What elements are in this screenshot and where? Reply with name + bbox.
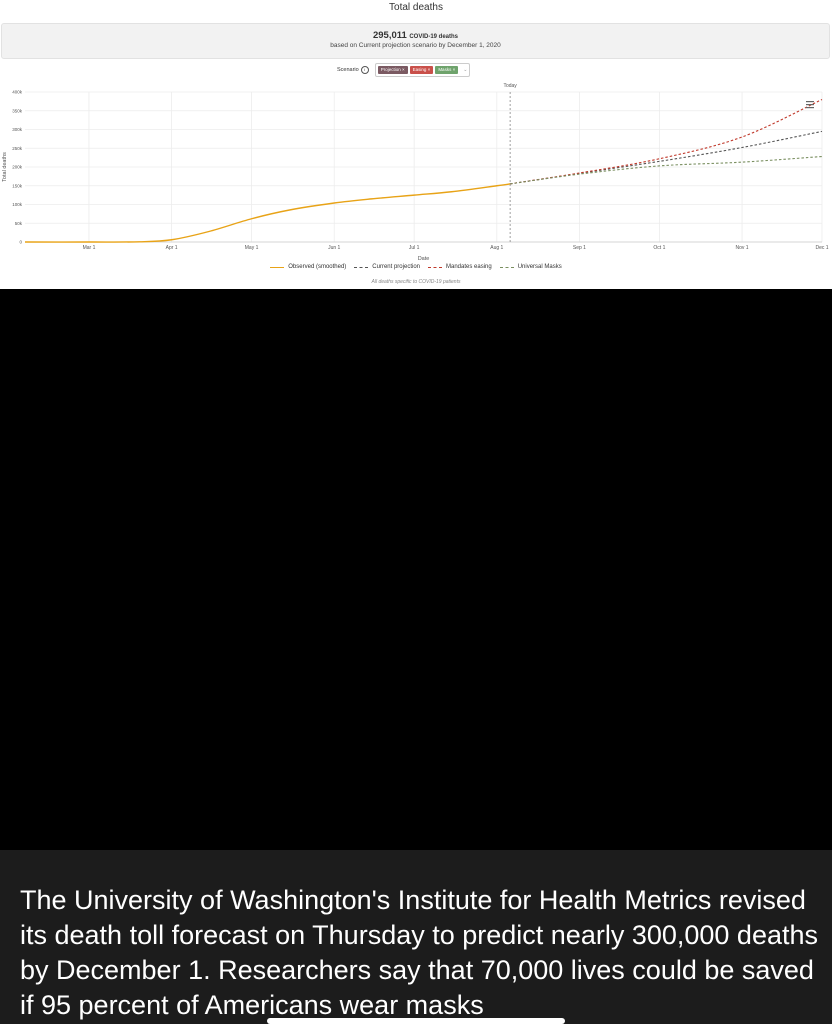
- line-chart: Mar 1 Apr 1 May 1 Jun 1 Jul 1 Aug 1 Sep 1 Oct 1…: [2, 83, 829, 262]
- scenario-row: Scenario i Projection × Easing × Masks ×…: [337, 63, 471, 77]
- death-count: 295,011: [372, 30, 407, 41]
- chart-title: Total deaths: [389, 2, 443, 13]
- legend-item[interactable]: Universal Masks: [499, 264, 562, 270]
- death-count-unit: COVID-19 deaths: [409, 34, 459, 40]
- summary-subtitle: based on Current projection scenario by …: [330, 42, 501, 49]
- chart-series: [24, 99, 823, 243]
- chart-panel: Total deaths 295,011 COVID-19 deaths bas…: [0, 0, 832, 289]
- chevron-down-icon[interactable]: ⌄: [463, 67, 468, 73]
- y-tick-label: 400k: [12, 90, 23, 95]
- summary-box: 295,011 COVID-19 deaths based on Current…: [1, 23, 830, 59]
- y-axis-title: Total deaths: [2, 152, 8, 182]
- chip-remove-icon[interactable]: ×: [427, 67, 431, 72]
- series-line-mandates-easing: [510, 99, 823, 185]
- x-tick-label: Jul 1: [409, 245, 420, 251]
- home-indicator[interactable]: [267, 1018, 565, 1024]
- caption-panel: The University of Washington's Institute…: [0, 850, 832, 1024]
- legend-item[interactable]: Current projection: [354, 264, 420, 270]
- scenario-chip-projection[interactable]: Projection ×: [377, 66, 408, 74]
- chart-grid: [25, 91, 823, 243]
- legend-label: Current projection: [372, 264, 420, 270]
- y-tick-label: 200k: [12, 165, 23, 170]
- y-tick-label: 300k: [12, 127, 23, 132]
- legend-swatch: [354, 266, 369, 268]
- legend-label: Mandates easing: [446, 264, 492, 270]
- legend-label: Universal Masks: [517, 264, 562, 270]
- chart-legend: Observed (smoothed) Current projection Man…: [0, 264, 832, 270]
- summary-headline: 295,011 COVID-19 deaths: [2, 30, 829, 41]
- legend-item[interactable]: Mandates easing: [428, 264, 492, 270]
- chip-remove-icon[interactable]: ×: [452, 67, 456, 72]
- chip-remove-icon[interactable]: ×: [402, 67, 405, 72]
- caption-text: The University of Washington's Institute…: [20, 885, 818, 1020]
- x-tick-label: Mar 1: [83, 245, 96, 251]
- legend-item[interactable]: Observed (smoothed): [270, 264, 346, 270]
- info-icon[interactable]: i: [360, 66, 369, 74]
- x-tick-label: Aug 1: [490, 245, 503, 251]
- legend-swatch: [499, 266, 514, 268]
- x-tick-label: Oct 1: [653, 245, 665, 251]
- y-tick-label: 0: [19, 240, 22, 245]
- scenario-chip-masks[interactable]: Masks ×: [435, 66, 459, 74]
- x-tick-label: Jun 1: [328, 245, 340, 251]
- series-line-observed-smoothed: [24, 183, 511, 243]
- today-label: Today: [503, 83, 517, 89]
- chart-footnote: All deaths specific to COVID-19 patients: [371, 279, 461, 285]
- series-line-universal-masks: [510, 155, 823, 185]
- x-axis-title: Date: [418, 256, 430, 262]
- legend-swatch: [270, 266, 285, 268]
- y-tick-label: 350k: [12, 108, 23, 113]
- legend-label: Observed (smoothed): [288, 264, 347, 270]
- x-tick-label: Sep 1: [573, 245, 586, 251]
- y-tick-label: 50k: [15, 221, 23, 226]
- scenario-select[interactable]: Projection × Easing × Masks × ⌄: [374, 63, 471, 77]
- black-background: [0, 289, 832, 850]
- x-tick-label: Apr 1: [166, 245, 178, 251]
- hamburger-menu-icon[interactable]: [806, 101, 814, 109]
- x-tick-label: May 1: [245, 245, 259, 251]
- x-tick-label: Dec 1: [815, 245, 828, 251]
- legend-swatch: [428, 266, 442, 268]
- x-tick-label: Nov 1: [736, 245, 749, 251]
- y-tick-label: 100k: [12, 202, 23, 207]
- scenario-chip-easing[interactable]: Easing ×: [409, 66, 434, 74]
- chart-axes: Mar 1 Apr 1 May 1 Jun 1 Jul 1 Aug 1 Sep 1 Oct 1…: [2, 83, 829, 262]
- scenario-label: Scenario: [337, 67, 359, 73]
- y-tick-label: 250k: [12, 146, 23, 151]
- y-tick-label: 150k: [12, 183, 23, 188]
